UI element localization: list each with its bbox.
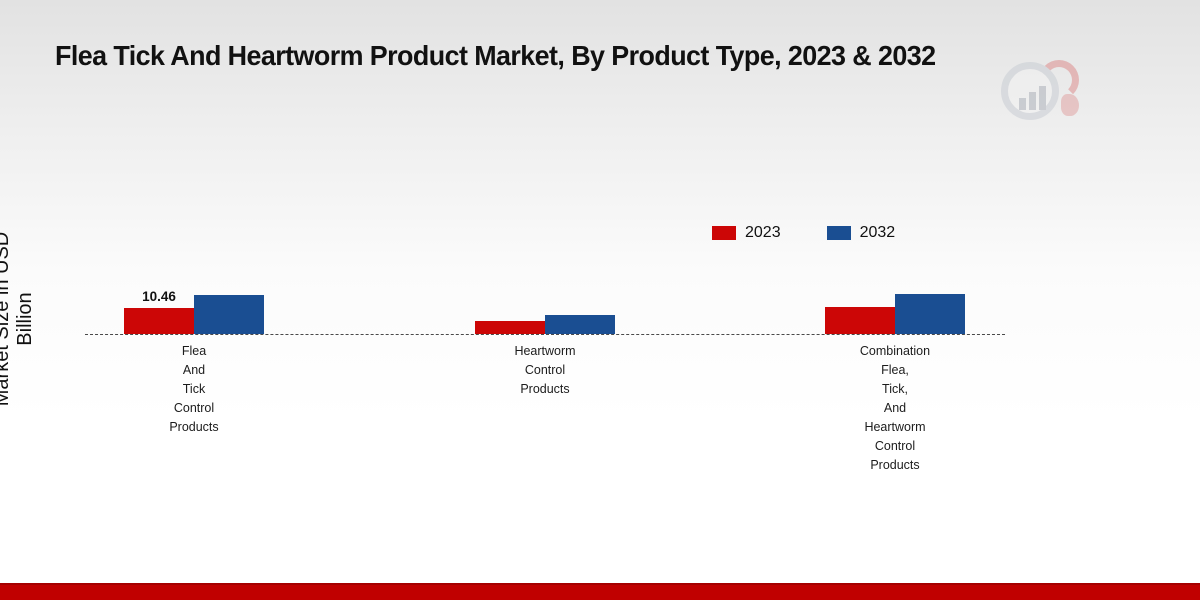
legend-swatch-2023 <box>712 226 736 240</box>
bar-pair: 10.46 <box>124 0 264 334</box>
bar-group-heartworm: Heartworm Control Products <box>435 0 655 500</box>
legend: 2023 2032 <box>712 224 895 242</box>
bar-2023-flea-tick <box>124 307 194 334</box>
legend-label-2032: 2032 <box>859 224 896 241</box>
category-label-flea-tick: Flea And Tick Control Products <box>169 344 219 434</box>
logo-bar-icon <box>1039 86 1046 110</box>
legend-swatch-2032 <box>826 226 851 240</box>
legend-label-2023: 2023 <box>745 224 781 241</box>
bar-2023-combination <box>825 307 895 334</box>
footer-red-strip <box>0 583 1200 600</box>
legend-item-2032: 2032 <box>826 224 896 242</box>
bar-2032-combination <box>895 293 965 334</box>
logo-bar-icon <box>1019 98 1026 110</box>
bar-pair <box>475 0 615 334</box>
logo-red-arc <box>1039 60 1079 100</box>
bar-2032-flea-tick <box>194 294 264 334</box>
logo-red-dot <box>1061 94 1079 116</box>
watermark-logo <box>995 60 1090 126</box>
bar-2032-heartworm <box>545 314 615 334</box>
bar-group-combination: Combination Flea, Tick, And Heartworm Co… <box>785 0 1005 500</box>
axis-baseline <box>85 334 1005 335</box>
category-label-combination: Combination Flea, Tick, And Heartworm Co… <box>859 344 931 472</box>
bar-value-label: 10.46 <box>142 288 176 304</box>
category-label-heartworm: Heartworm Control Products <box>514 344 576 396</box>
bar-2023-heartworm <box>475 321 545 334</box>
chart-title: Flea Tick And Heartworm Product Market, … <box>55 40 936 71</box>
logo-bar-icon <box>1029 92 1036 110</box>
y-axis-label: Market Size in USD Billion <box>0 231 36 407</box>
legend-item-2023: 2023 <box>712 224 781 242</box>
bar-group-flea-tick: 10.46 Flea And Tick Control Products <box>84 0 304 500</box>
bar-pair <box>825 0 965 334</box>
logo-circle <box>1001 62 1059 120</box>
chart-area: 10.46 Flea And Tick Control Products Hea… <box>85 0 1005 600</box>
